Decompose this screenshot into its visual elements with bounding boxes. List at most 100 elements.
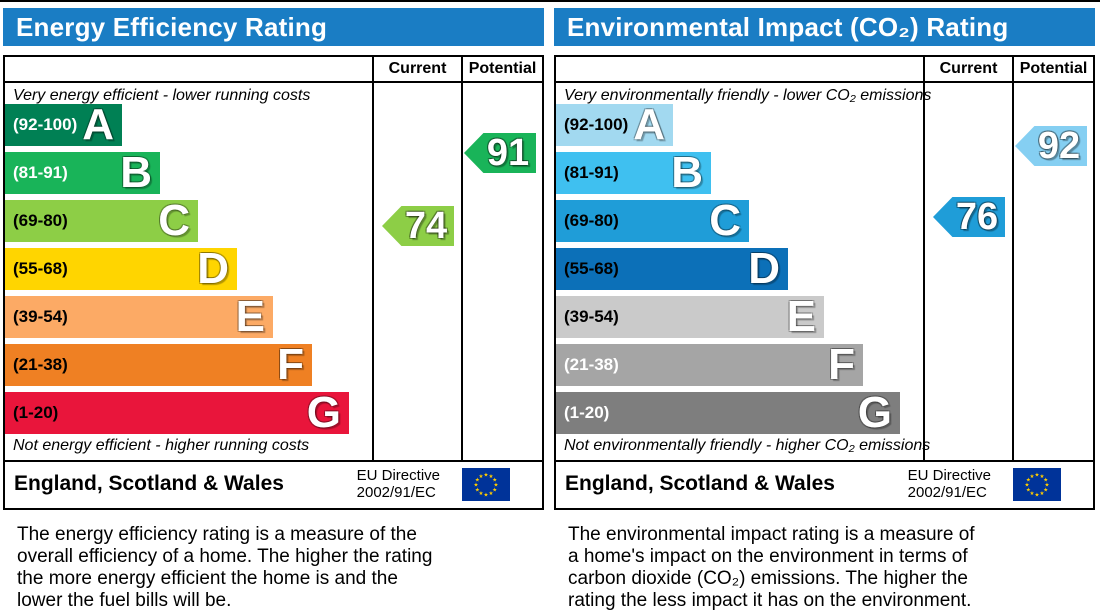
band-d: (55-68) D [556, 244, 788, 293]
energy-bottom-note: Not energy efficient - higher running co… [13, 437, 310, 454]
band-range-label: (81-91) [13, 163, 68, 182]
band-letter: G [857, 388, 892, 437]
column-divider [923, 83, 925, 460]
svg-text:★: ★ [479, 473, 484, 479]
current-column-header: Current [372, 57, 461, 81]
band-letter: B [671, 148, 703, 197]
band-letter: B [120, 148, 152, 197]
header-spacer [556, 57, 923, 81]
eu-directive-label: EU Directive 2002/91/EC [907, 467, 991, 501]
eu-flag-icon: ★ ★★ ★★★ ★★★ ★★★ [1013, 467, 1061, 501]
svg-text:★: ★ [474, 482, 479, 488]
band-f: (21-38) F [556, 340, 863, 389]
band-letter: F [277, 340, 304, 389]
band-range-label: (92-100) [13, 115, 78, 134]
band-range-label: (21-38) [564, 355, 619, 374]
band-d: (55-68) D [5, 244, 237, 293]
band-b: (81-91) B [556, 148, 711, 197]
column-divider [1012, 83, 1014, 460]
energy-description: The energy efficiency rating is a measur… [17, 524, 433, 611]
current-rating-arrow: 74 [382, 206, 454, 246]
band-range-label: (21-38) [13, 355, 68, 374]
column-divider [372, 83, 374, 460]
current-column-header: Current [923, 57, 1012, 81]
band-range-label: (39-54) [13, 307, 68, 326]
svg-text:★: ★ [475, 477, 480, 483]
band-letter: C [709, 196, 741, 245]
band-range-label: (55-68) [564, 259, 619, 278]
band-letter: E [786, 292, 816, 341]
svg-text:★: ★ [1043, 477, 1048, 483]
band-letter: A [633, 100, 665, 149]
svg-text:★: ★ [1030, 491, 1035, 497]
svg-text:★: ★ [1043, 487, 1048, 493]
svg-text:★: ★ [484, 472, 489, 478]
svg-text:★: ★ [1030, 473, 1035, 479]
svg-text:★: ★ [1040, 473, 1045, 479]
epc-rating-panels: Energy Efficiency Rating Current Potenti… [0, 8, 1100, 612]
svg-text:★: ★ [1040, 491, 1045, 497]
environment-title-bar: Environmental Impact (CO₂) Rating [554, 8, 1095, 46]
energy-footer: England, Scotland & Wales EU Directive 2… [5, 460, 542, 506]
energy-panel-title: Energy Efficiency Rating [16, 11, 328, 42]
svg-text:★: ★ [1045, 482, 1050, 488]
svg-text:★: ★ [492, 487, 497, 493]
energy-top-note: Very energy efficient - lower running co… [13, 87, 311, 104]
band-range-label: (1-20) [13, 403, 59, 422]
environment-bottom-note: Not environmentally friendly - higher CO… [564, 437, 931, 454]
page-top-border [0, 0, 1100, 2]
band-range-label: (39-54) [564, 307, 619, 326]
band-letter: F [828, 340, 855, 389]
current-rating-arrow: 76 [933, 197, 1005, 237]
svg-text:★: ★ [489, 491, 494, 497]
svg-text:★: ★ [479, 491, 484, 497]
band-e: (39-54) E [556, 292, 824, 341]
potential-rating-arrow: 91 [464, 133, 536, 173]
energy-chart-body: Very energy efficient - lower running co… [5, 83, 542, 460]
band-letter: D [748, 244, 780, 293]
column-divider [461, 83, 463, 460]
environment-footer: England, Scotland & Wales EU Directive 2… [556, 460, 1093, 506]
current-rating-value: 74 [404, 205, 448, 247]
environment-columns-header: Current Potential [556, 57, 1093, 83]
band-letter: D [197, 244, 229, 293]
environment-panel-title: Environmental Impact (CO₂) Rating [567, 11, 1009, 42]
band-g: (1-20) G [556, 388, 900, 437]
region-label: England, Scotland & Wales [14, 472, 284, 495]
header-spacer [5, 57, 372, 81]
potential-column-header: Potential [1012, 57, 1093, 81]
svg-text:★: ★ [484, 492, 489, 498]
band-letter: G [306, 388, 341, 437]
band-range-label: (69-80) [13, 211, 68, 230]
band-range-label: (69-80) [564, 211, 619, 230]
band-c: (69-80) C [5, 196, 198, 245]
svg-text:★: ★ [475, 487, 480, 493]
band-letter: C [158, 196, 190, 245]
eu-directive-label: EU Directive 2002/91/EC [356, 467, 440, 501]
energy-rating-table: Current Potential Very energy efficient … [3, 55, 544, 510]
svg-text:★: ★ [489, 473, 494, 479]
environmental-impact-panel: Environmental Impact (CO₂) Rating Curren… [554, 8, 1095, 612]
energy-efficiency-panel: Energy Efficiency Rating Current Potenti… [3, 8, 544, 612]
environment-description: The environmental impact rating is a mea… [568, 524, 975, 611]
svg-text:★: ★ [1025, 482, 1030, 488]
band-f: (21-38) F [5, 340, 312, 389]
band-a: (92-100) A [5, 103, 122, 147]
environment-rating-table: Current Potential Very environmentally f… [554, 55, 1095, 510]
band-e: (39-54) E [5, 292, 273, 341]
band-a: (92-100) A [556, 100, 673, 149]
svg-text:★: ★ [494, 482, 499, 488]
region-label: England, Scotland & Wales [565, 472, 835, 495]
band-letter: E [235, 292, 265, 341]
environment-chart-body: Very environmentally friendly - lower CO… [556, 83, 1093, 460]
energy-columns-header: Current Potential [5, 57, 542, 83]
band-range-label: (92-100) [564, 115, 629, 134]
current-rating-value: 76 [955, 196, 999, 238]
svg-text:★: ★ [1026, 487, 1031, 493]
eu-flag-icon: ★ ★★ ★★★ ★★★ ★★★ [462, 467, 510, 501]
potential-column-header: Potential [461, 57, 542, 81]
band-range-label: (55-68) [13, 259, 68, 278]
svg-text:★: ★ [492, 477, 497, 483]
potential-rating-arrow: 92 [1015, 126, 1087, 166]
band-range-label: (1-20) [564, 403, 610, 422]
